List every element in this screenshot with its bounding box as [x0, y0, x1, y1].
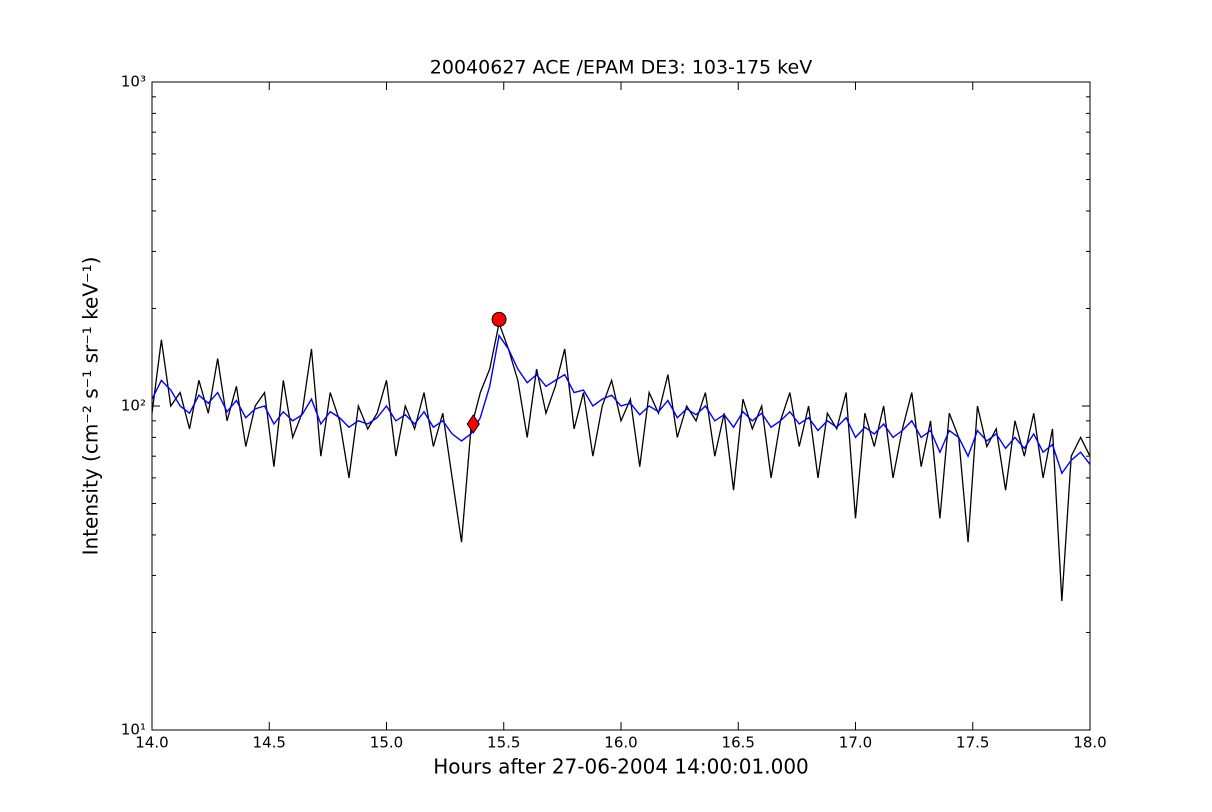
x-tick-label: 15.5	[487, 734, 520, 752]
y-axis-label: Intensity (cm⁻² s⁻¹ sr⁻¹ keV⁻¹)	[79, 257, 103, 556]
x-tick-label: 18.0	[1073, 734, 1106, 752]
x-tick-label: 17.0	[839, 734, 872, 752]
x-tick-label: 14.5	[253, 734, 286, 752]
plot-frame	[151, 81, 1091, 731]
x-tick-label: 16.0	[604, 734, 637, 752]
x-tick-label: 15.0	[370, 734, 403, 752]
y-tick-label: 10³	[121, 73, 146, 91]
x-tick-label: 14.0	[135, 734, 168, 752]
series-line	[151, 320, 1091, 602]
y-tick-label: 10¹	[121, 721, 146, 739]
x-axis-label: Hours after 27-06-2004 14:00:01.000	[433, 755, 809, 779]
chart-title: 20040627 ACE /EPAM DE3: 103-175 keV	[430, 57, 812, 79]
x-tick-label: 16.5	[722, 734, 755, 752]
series-line	[151, 333, 1091, 475]
marker-diamond	[466, 414, 480, 434]
marker-circle	[491, 311, 507, 327]
y-tick-label: 10²	[121, 397, 146, 415]
x-tick-label: 17.5	[956, 734, 989, 752]
